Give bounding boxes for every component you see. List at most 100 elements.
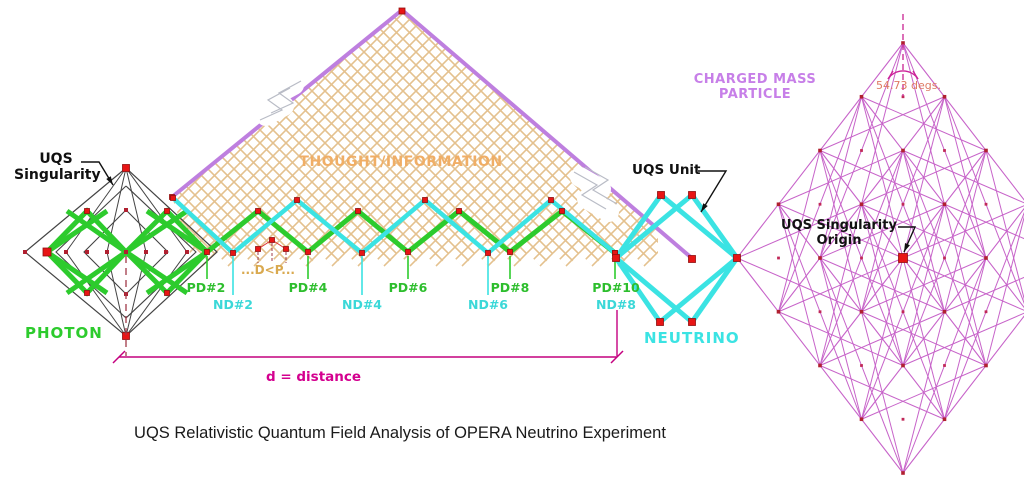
mass-node <box>818 363 822 368</box>
mass-chord-line <box>902 150 1024 204</box>
distance-end-tick <box>610 350 624 364</box>
mass-node-small <box>943 149 946 152</box>
nd-node <box>548 197 554 203</box>
photon-green-cross <box>145 249 209 296</box>
pd-label: PD#10 <box>592 280 640 295</box>
uqs-unit-arrow <box>698 170 728 213</box>
photon-peak-node <box>164 208 170 214</box>
mass-chord-line <box>944 276 1024 313</box>
nd-node <box>359 250 365 256</box>
mass-node <box>859 202 864 207</box>
pd-node <box>456 208 462 214</box>
mass-node-small <box>777 256 780 260</box>
uqs-unit-label: UQS Unit <box>632 162 701 178</box>
pd-label: PD#2 <box>186 280 226 295</box>
pd-node <box>204 249 210 255</box>
mass-node <box>776 202 781 207</box>
uqs-singularity-label: UQS Singularity <box>14 151 101 183</box>
nd-label: ND#4 <box>341 297 382 312</box>
uqs-singularity-line2: Singularity <box>14 166 101 183</box>
photon-axis-node <box>124 250 128 254</box>
neutrino-node <box>656 318 664 326</box>
mass-node <box>901 148 905 153</box>
angle-value-label: 54.73 degs. <box>876 79 941 92</box>
nd-label: ND#8 <box>595 297 636 312</box>
break-mark <box>570 167 619 222</box>
nd-label: ND#6 <box>467 297 508 312</box>
triangle-apex-node <box>398 7 406 15</box>
mass-node-small <box>818 202 822 206</box>
mass-chord-line <box>819 150 945 205</box>
break-mark-line <box>584 166 618 205</box>
neutrino-node <box>657 191 665 199</box>
uqs-origin-arrow <box>898 226 917 253</box>
mass-node-small <box>901 310 905 314</box>
neutrino-node <box>688 318 696 326</box>
mass-chord-line <box>861 365 987 420</box>
photon-label: PHOTON <box>25 324 103 342</box>
mass-chord-line <box>902 205 1024 259</box>
photon-peak-node <box>164 290 170 296</box>
mass-chord-line <box>778 257 904 313</box>
photon-green-cross <box>45 208 109 255</box>
photon-green-cross <box>124 249 189 296</box>
uqs-singularity-origin-node <box>898 253 908 263</box>
distance-end-tick <box>112 350 126 364</box>
mass-node <box>984 148 988 153</box>
mass-node <box>859 309 864 314</box>
mass-chord-line <box>944 96 1024 305</box>
pd-label: PD#6 <box>388 280 428 295</box>
mass-chord-line <box>736 203 862 259</box>
angle-arc-tick <box>887 70 894 80</box>
photon-fan-line <box>65 251 127 337</box>
uqs-origin-arrow-head <box>904 243 910 252</box>
mass-node <box>901 41 905 45</box>
neutrino-detection-zigzag <box>171 196 617 256</box>
neutrino-edge <box>614 193 694 260</box>
uqs-unit-arrow-head <box>701 203 708 212</box>
mass-node-small <box>984 310 988 314</box>
photon-axis-node <box>164 250 168 254</box>
photon-green-cross <box>45 249 109 296</box>
mass-node <box>984 363 988 368</box>
mass-chord-line <box>944 203 1024 240</box>
neutrino-edge <box>689 193 740 260</box>
mass-chord-line <box>819 257 945 313</box>
break-mark-line <box>573 171 607 210</box>
mass-node <box>859 417 864 422</box>
neutrino-label: NEUTRINO <box>644 329 740 347</box>
mass-node-small <box>943 364 946 367</box>
mass-chord-line <box>778 150 904 205</box>
mass-node <box>818 256 822 260</box>
photon-green-cross <box>145 208 209 255</box>
neutrino-edge <box>689 256 740 324</box>
mass-node-small <box>901 95 905 99</box>
nd-node <box>230 250 236 256</box>
mass-node <box>984 256 988 260</box>
charged-mass-line2: PARTICLE <box>718 86 792 102</box>
pd-node <box>507 249 513 255</box>
mass-chord-line <box>861 150 987 205</box>
thought-information-label: THOUGHT/INFORMATION <box>299 154 503 170</box>
pd-node <box>255 208 261 214</box>
neutrino-node <box>688 255 696 263</box>
neutrino-edge <box>659 193 739 260</box>
mass-chord-line <box>861 96 987 151</box>
uqs-singularity-arrow <box>81 161 114 186</box>
neutrino-node <box>733 254 741 262</box>
photon-axis-node <box>124 208 128 212</box>
pd-node <box>305 249 311 255</box>
pd-label: PD#4 <box>288 280 328 295</box>
mass-node <box>942 309 947 314</box>
photon-axis-node <box>64 250 68 254</box>
neutrino-edge <box>658 256 739 324</box>
mass-chord-line <box>819 96 945 151</box>
mass-node-small <box>860 149 863 152</box>
charged-mass-particle-label: CHARGED MASS PARTICLE <box>688 72 822 102</box>
uqs-singularity-line1: UQS <box>39 151 73 167</box>
neutrino-edge <box>613 256 663 324</box>
dlp-node <box>255 246 261 252</box>
photon-axis-node <box>144 250 148 254</box>
